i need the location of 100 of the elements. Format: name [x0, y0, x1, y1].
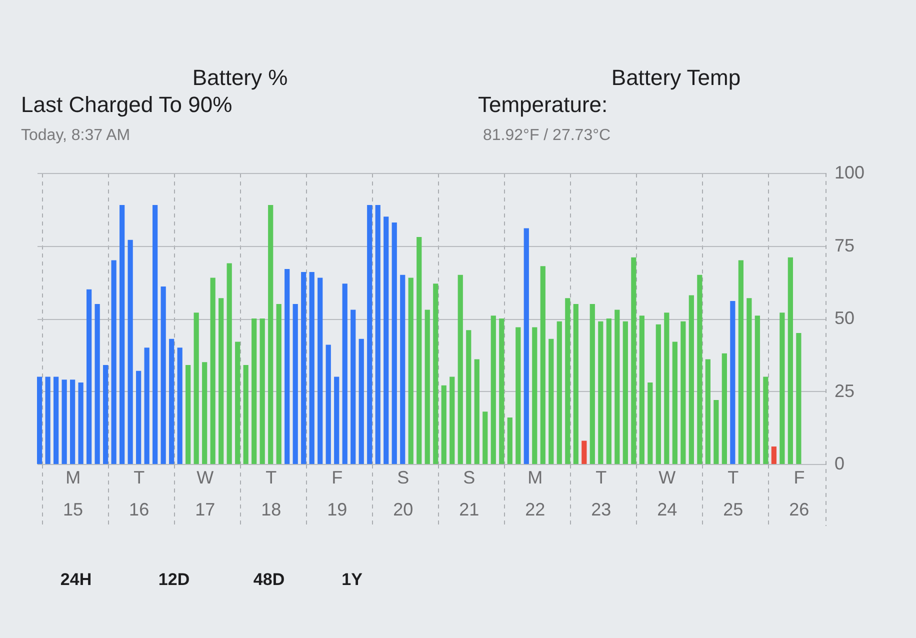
bar: [622, 321, 628, 464]
x-tick-label: M 15: [63, 468, 84, 520]
y-tick-label: 100: [834, 162, 865, 182]
bar: [128, 240, 133, 464]
bar: [260, 318, 265, 464]
bar: [408, 278, 414, 464]
bar: [754, 316, 760, 464]
bar: [136, 370, 142, 464]
bar: [688, 295, 694, 464]
bar: [796, 333, 802, 464]
x-tick-label: F 19: [327, 468, 348, 520]
bar: [482, 412, 488, 464]
bar: [202, 362, 208, 464]
bar: [474, 359, 480, 464]
bar: [631, 257, 636, 464]
bar: [94, 304, 100, 464]
bar: [177, 348, 182, 464]
text: 12D: [158, 570, 190, 589]
x-tick-label: W 24: [657, 468, 678, 520]
bar: [450, 376, 455, 464]
y-tick-label: 75: [834, 235, 855, 256]
bar: [226, 263, 232, 464]
bar: [309, 272, 314, 464]
bar: [524, 228, 529, 464]
bar: [788, 257, 793, 464]
bar: [384, 216, 389, 464]
bar: [573, 304, 578, 464]
bar: [103, 365, 108, 464]
y-tick-label: 25: [834, 380, 855, 401]
bar: [548, 338, 554, 464]
bar: [186, 365, 191, 464]
x-tick-label: S 20: [393, 468, 414, 520]
bar: [416, 237, 422, 464]
bar: [54, 376, 59, 464]
bar: [697, 274, 702, 464]
bar: [507, 417, 512, 464]
bar: [614, 310, 620, 464]
bar: [722, 353, 727, 464]
bar: [556, 321, 562, 464]
bar: [738, 260, 744, 464]
bar: [532, 327, 538, 464]
bar: [441, 385, 446, 464]
x-tick-label: T 23: [591, 468, 612, 520]
bar: [169, 338, 174, 464]
bar: [301, 272, 306, 464]
bar: [598, 321, 604, 464]
x-tick-label: M 22: [525, 468, 546, 520]
bar: [714, 400, 719, 464]
x-tick-label: S 21: [459, 468, 480, 520]
bar: [326, 344, 331, 464]
bar: [458, 274, 463, 464]
bar: [210, 278, 216, 464]
text: Temperature:: [478, 92, 608, 117]
bar: [400, 274, 406, 464]
x-tick-label: F 26: [789, 468, 810, 520]
bar: [664, 312, 670, 464]
bar: [160, 286, 166, 464]
bar: [350, 310, 356, 464]
bar: [763, 376, 768, 464]
bar: [78, 382, 84, 464]
bar: [144, 348, 150, 464]
y-tick-label: 50: [834, 308, 855, 328]
bar: [648, 382, 653, 464]
bar: [639, 316, 644, 464]
bar: [590, 304, 595, 464]
bar: [243, 365, 248, 464]
x-tick-label: W 17: [195, 468, 216, 520]
text: Battery Temp: [611, 65, 741, 90]
bar: [424, 310, 430, 464]
bar: [342, 284, 348, 464]
bar: [705, 359, 710, 464]
bar: [235, 342, 240, 464]
text: Battery %: [192, 65, 288, 90]
bar: [152, 205, 158, 464]
bar: [375, 205, 380, 464]
bar: [433, 284, 438, 464]
bar: [392, 222, 397, 464]
bar: [367, 205, 372, 464]
bar: [318, 278, 323, 464]
bar: [218, 298, 224, 464]
bar: [466, 330, 472, 464]
bar: [70, 380, 76, 464]
bar: [730, 301, 736, 464]
bar: [45, 376, 50, 464]
bar: [284, 269, 290, 464]
bar: [540, 266, 546, 464]
x-tick-label: T 16: [129, 468, 150, 520]
bar: [194, 312, 199, 464]
bar: [565, 298, 570, 464]
bar: [276, 304, 282, 464]
bar: [499, 318, 504, 464]
bar: [268, 205, 274, 464]
text: 24H: [60, 570, 92, 589]
bar: [111, 260, 116, 464]
bar: [606, 318, 612, 464]
bar: [516, 327, 521, 464]
bar: [334, 376, 340, 464]
bar: [86, 289, 92, 464]
text: Today, 8:37 AM: [21, 127, 130, 144]
bar: [252, 318, 257, 464]
